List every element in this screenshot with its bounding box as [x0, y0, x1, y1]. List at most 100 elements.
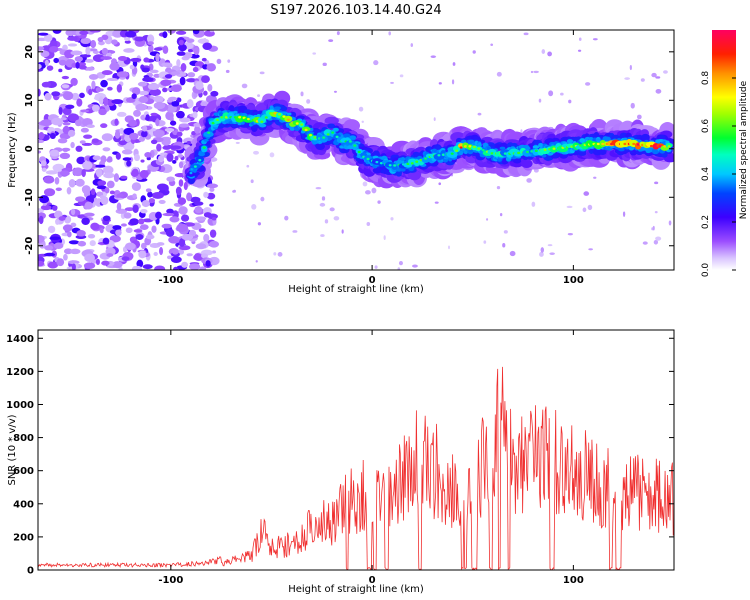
- ridge-core-blob: [264, 116, 268, 119]
- noise-blob: [112, 225, 122, 230]
- noise-blob: [71, 263, 76, 270]
- ridge-blob: [343, 133, 351, 138]
- ridge-core-blob: [463, 145, 467, 148]
- noise-blob: [188, 263, 201, 270]
- noise-blob: [98, 108, 107, 116]
- noise-blob: [70, 141, 75, 149]
- ridge-blob: [566, 139, 574, 144]
- noise-blob: [548, 90, 554, 97]
- noise-blob: [129, 132, 139, 140]
- noise-blob: [526, 178, 532, 183]
- noise-blob: [176, 131, 183, 137]
- noise-blob: [592, 38, 598, 41]
- ridge-core-blob: [193, 165, 197, 168]
- ridge-blob: [459, 150, 464, 156]
- ridge-core-blob: [534, 149, 538, 153]
- noise-blob: [70, 50, 83, 56]
- noise-blob: [210, 90, 219, 97]
- colorbar-label: Normalized spectral amplitude: [739, 80, 749, 219]
- noise-blob: [147, 191, 153, 198]
- noise-blob: [194, 125, 201, 134]
- noise-blob: [59, 132, 71, 140]
- noise-blob: [477, 112, 482, 116]
- noise-blob: [582, 207, 587, 213]
- noise-blob: [38, 215, 44, 225]
- ridge-core-blob: [313, 136, 317, 139]
- noise-blob: [122, 157, 132, 161]
- noise-blob: [43, 252, 56, 257]
- noise-blob: [200, 101, 208, 107]
- noise-blob: [162, 45, 169, 54]
- noise-blob: [117, 55, 128, 61]
- noise-blob: [173, 266, 179, 270]
- noise-blob: [655, 76, 661, 79]
- noise-blob: [654, 210, 658, 214]
- ridge-blob: [595, 138, 601, 142]
- noise-blob: [520, 129, 523, 134]
- noise-blob: [61, 75, 69, 80]
- noise-blob: [38, 139, 45, 144]
- noise-blob: [142, 125, 148, 132]
- noise-blob: [162, 145, 172, 150]
- noise-blob: [123, 48, 135, 53]
- noise-blob: [116, 202, 122, 211]
- noise-blob: [397, 267, 401, 270]
- noise-blob: [216, 58, 222, 65]
- noise-blob: [133, 229, 143, 233]
- noise-blob: [137, 81, 148, 87]
- y-tick-label: 200: [13, 532, 34, 543]
- noise-blob: [225, 69, 230, 74]
- noise-blob: [85, 66, 95, 71]
- noise-blob: [567, 232, 573, 236]
- noise-blob: [209, 30, 214, 33]
- noise-blob: [114, 130, 121, 139]
- noise-blob: [533, 70, 539, 74]
- ridge-blob: [499, 146, 506, 150]
- noise-blob: [131, 87, 141, 96]
- noise-blob: [192, 111, 198, 119]
- noise-blob: [328, 39, 334, 42]
- noise-blob: [90, 188, 96, 196]
- noise-blob: [178, 43, 187, 52]
- noise-blob: [58, 107, 63, 115]
- noise-blob: [91, 104, 100, 112]
- noise-blob: [362, 181, 368, 187]
- colorbar-tick-label: 0.0: [701, 263, 711, 278]
- x-tick-label: 100: [563, 275, 584, 286]
- y-tick-label: 800: [13, 433, 34, 444]
- ridge-core-blob: [247, 117, 251, 121]
- noise-blob: [321, 196, 326, 201]
- noise-blob: [277, 251, 283, 257]
- noise-blob: [56, 258, 65, 267]
- noise-blob: [158, 155, 165, 163]
- noise-blob: [124, 242, 136, 251]
- ridge-blob: [578, 151, 587, 156]
- noise-blob: [153, 47, 163, 51]
- noise-blob: [156, 183, 169, 191]
- ridge-core-blob: [667, 145, 671, 148]
- noise-blob: [141, 67, 150, 73]
- noise-blob: [66, 186, 72, 195]
- ridge-core-blob: [187, 171, 195, 177]
- ridge-blob: [198, 152, 206, 157]
- noise-blob: [208, 240, 220, 248]
- noise-blob: [121, 256, 130, 261]
- noise-blob: [54, 177, 60, 185]
- noise-blob: [139, 170, 149, 179]
- noise-blob: [70, 208, 76, 216]
- noise-blob: [133, 109, 141, 117]
- ridge-blob: [400, 157, 406, 162]
- snr-y-ticks: 0 200 400 600 800 1000 1200 1400: [6, 334, 674, 577]
- noise-blob: [63, 253, 68, 261]
- noise-blob: [39, 195, 50, 204]
- y-tick-label: 1000: [6, 400, 34, 411]
- noise-blob: [138, 95, 149, 103]
- ridge-core-blob: [601, 142, 605, 146]
- noise-blob: [171, 100, 180, 107]
- noise-blob: [132, 193, 137, 199]
- ridge-blob: [588, 137, 594, 141]
- noise-blob: [233, 189, 236, 193]
- ridge-blobs: [182, 90, 674, 189]
- noise-blob: [138, 250, 147, 259]
- colorbar-tick-label: 0.6: [701, 119, 711, 134]
